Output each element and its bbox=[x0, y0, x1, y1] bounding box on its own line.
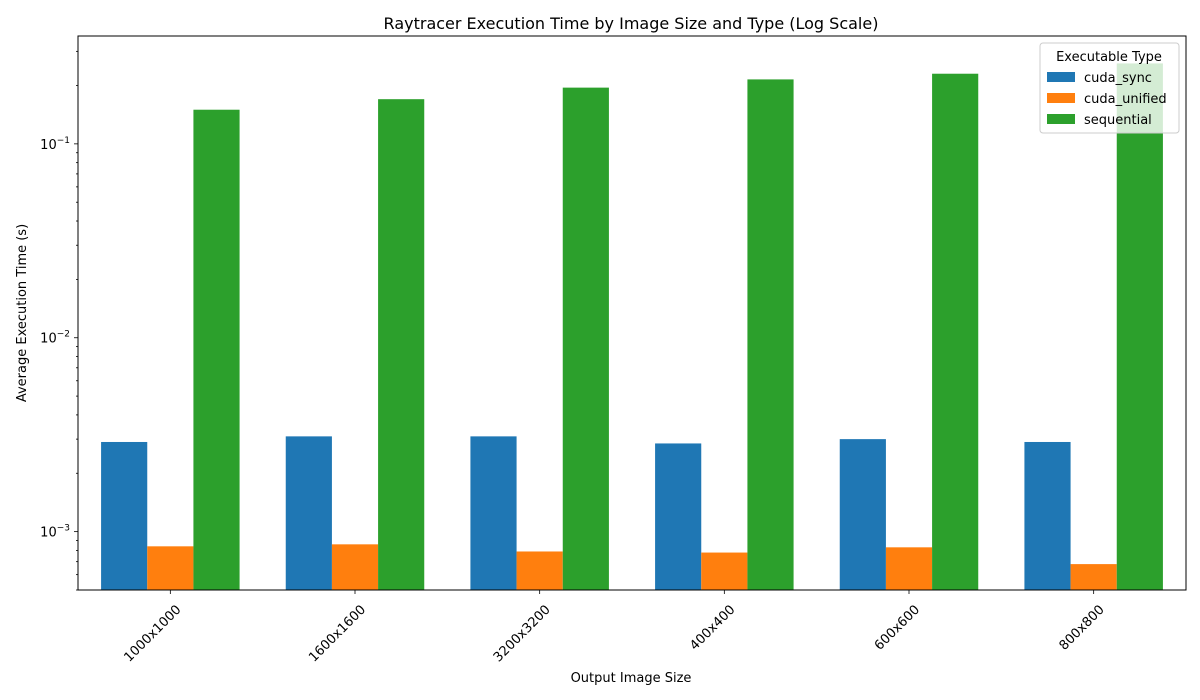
bar-sequential-1600x1600 bbox=[378, 99, 425, 590]
bar-cuda_sync-1600x1600 bbox=[285, 436, 332, 590]
chart-title: Raytracer Execution Time by Image Size a… bbox=[384, 14, 879, 33]
legend-label-sequential: sequential bbox=[1084, 113, 1152, 128]
bars-layer bbox=[101, 63, 1163, 590]
legend-title: Executable Type bbox=[1056, 50, 1162, 65]
bar-sequential-1000x1000 bbox=[193, 109, 240, 590]
bar-cuda_unified-3200x3200 bbox=[516, 551, 563, 590]
bar-sequential-3200x3200 bbox=[562, 87, 609, 590]
y-axis-ticks: 10−3 10−2 10−1 bbox=[40, 50, 78, 591]
bar-cuda_sync-3200x3200 bbox=[470, 436, 517, 590]
legend-swatch-sequential bbox=[1047, 114, 1075, 124]
bar-cuda_unified-800x800 bbox=[1070, 564, 1117, 590]
bar-sequential-800x800 bbox=[1116, 63, 1163, 590]
legend-label-cuda_unified: cuda_unified bbox=[1084, 92, 1167, 107]
bar-cuda_unified-1600x1600 bbox=[331, 544, 379, 590]
bar-sequential-600x600 bbox=[932, 73, 979, 590]
bar-cuda_sync-800x800 bbox=[1024, 441, 1071, 590]
bar-cuda_unified-1000x1000 bbox=[147, 546, 194, 590]
bar-cuda_sync-400x400 bbox=[655, 443, 702, 590]
plot-frame bbox=[77, 35, 1187, 591]
x-axis-title: Output Image Size bbox=[571, 671, 692, 686]
legend-items: cuda_sync cuda_unified sequential bbox=[1047, 71, 1167, 128]
y-tick-label: 10−2 bbox=[40, 330, 70, 347]
legend: Executable Type cuda_sync cuda_unifiedseq… bbox=[1039, 42, 1180, 134]
bar-sequential-400x400 bbox=[747, 79, 794, 590]
y-tick-label: 10−1 bbox=[40, 136, 70, 153]
y-tick-label: 10−3 bbox=[40, 524, 70, 541]
bar-cuda_unified-400x400 bbox=[701, 552, 748, 590]
bar-cuda_sync-1000x1000 bbox=[101, 441, 148, 590]
bar-cuda_sync-600x600 bbox=[839, 439, 886, 590]
legend-swatch-cuda_sync bbox=[1047, 72, 1075, 82]
y-axis-title: Average Execution Time (s) bbox=[15, 224, 30, 402]
legend-box bbox=[1039, 42, 1180, 134]
bar-cuda_unified-600x600 bbox=[885, 547, 933, 590]
legend-swatch-cuda_unified bbox=[1047, 93, 1075, 103]
legend-label-cuda_sync: cuda_sync bbox=[1084, 71, 1152, 86]
